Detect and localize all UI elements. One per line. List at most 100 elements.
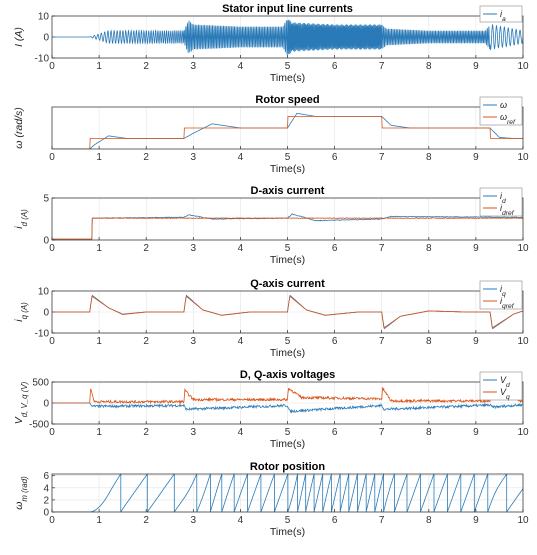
- x-tick-label: 5: [285, 152, 291, 163]
- x-tick-label: 8: [426, 515, 432, 526]
- x-tick-label: 5: [285, 243, 291, 254]
- x-tick-label: 5: [285, 336, 291, 347]
- x-tick-label: 2: [143, 61, 149, 72]
- chart-title: Q-axis current: [250, 278, 325, 290]
- x-tick-label: 0: [49, 243, 55, 254]
- chart-panel-1: Stator input line currents 0 1 2 3 4 5 6 7 8 9 10 10…: [13, 3, 529, 84]
- legend-entry: Vd: [500, 375, 510, 389]
- y-tick-label: 4: [43, 483, 49, 494]
- y-axis-label: ω (rad/s): [13, 107, 25, 148]
- x-tick-label: 0: [49, 61, 55, 72]
- axes-box: [51, 473, 524, 513]
- x-tick-label: 8: [426, 61, 432, 72]
- y-axis-label: ωm (rad): [13, 476, 29, 510]
- x-axis-label: Time(s): [270, 347, 305, 359]
- chart-title: Rotor position: [250, 461, 325, 473]
- chart-panel-3: D-axis current 0 1 2 3 4 5 6 7 8 9 10 5 0 Time(s) id (A…: [13, 185, 529, 266]
- legend-entry: ωref: [500, 112, 516, 126]
- y-tick-label: 0: [43, 308, 49, 319]
- y-axis-label: I (A): [13, 27, 25, 47]
- x-tick-label: 1: [96, 427, 102, 438]
- axes-box: [51, 197, 524, 241]
- x-tick-label: 2: [143, 427, 149, 438]
- y-axis-label: id (A): [13, 209, 29, 229]
- x-tick-label: 9: [473, 427, 479, 438]
- x-tick-label: 6: [332, 336, 338, 347]
- x-tick-label: 10: [517, 152, 529, 163]
- chart-title: Rotor speed: [255, 94, 319, 106]
- x-tick-label: 2: [143, 152, 149, 163]
- x-tick-label: 7: [379, 243, 385, 254]
- x-tick-label: 4: [238, 515, 244, 526]
- x-tick-label: 6: [332, 243, 338, 254]
- legend: ia: [479, 5, 523, 23]
- x-tick-label: 7: [379, 515, 385, 526]
- x-tick-label: 4: [238, 61, 244, 72]
- x-tick-label: 1: [96, 515, 102, 526]
- chart-panel-2: Rotor speed 0 1 2 3 4 5 6 7 8 9 10 Time(s) ω (rad/s) ω…: [13, 94, 529, 175]
- x-tick-label: 4: [238, 243, 244, 254]
- x-tick-label: 0: [49, 336, 55, 347]
- x-tick-label: 3: [191, 515, 197, 526]
- x-tick-label: 8: [426, 243, 432, 254]
- x-tick-label: 10: [517, 61, 529, 72]
- series-line-2: [52, 116, 523, 149]
- y-tick-label: 0: [43, 508, 49, 519]
- x-tick-label: 3: [191, 152, 197, 163]
- y-tick-label: 0: [43, 33, 49, 44]
- legend-entry: idref: [500, 203, 515, 217]
- x-tick-label: 9: [473, 243, 479, 254]
- x-axis-label: Time(s): [270, 254, 305, 266]
- x-tick-label: 7: [379, 336, 385, 347]
- legend-entry: iqref: [500, 296, 515, 310]
- axes-box: [51, 15, 524, 59]
- x-tick-label: 3: [191, 336, 197, 347]
- chart-title: Stator input line currents: [222, 3, 353, 15]
- x-axis-label: Time(s): [270, 438, 305, 450]
- y-tick-label: -10: [35, 329, 50, 340]
- series-line-1: [52, 402, 523, 414]
- x-tick-label: 9: [473, 336, 479, 347]
- x-tick-label: 10: [517, 427, 529, 438]
- x-tick-label: 5: [285, 515, 291, 526]
- x-tick-label: 3: [191, 427, 197, 438]
- x-tick-label: 5: [285, 427, 291, 438]
- chart-title: D, Q-axis voltages: [240, 369, 335, 381]
- x-tick-label: 9: [473, 152, 479, 163]
- legend-entry: ia: [500, 9, 506, 23]
- series-group: [52, 112, 523, 149]
- legend-entry: ω: [500, 100, 507, 110]
- x-tick-label: 7: [379, 152, 385, 163]
- axes-box: [51, 290, 524, 334]
- x-tick-label: 2: [143, 515, 149, 526]
- x-tick-label: 9: [473, 515, 479, 526]
- y-axis-label: iq (A): [13, 302, 29, 322]
- y-tick-label: 6: [43, 471, 49, 482]
- x-tick-label: 9: [473, 61, 479, 72]
- series-group: [52, 19, 523, 56]
- series-line-1: [52, 474, 523, 512]
- y-tick-label: 10: [38, 287, 50, 298]
- x-axis-label: Time(s): [270, 72, 305, 84]
- chart-title: D-axis current: [251, 185, 325, 197]
- x-tick-label: 7: [379, 61, 385, 72]
- x-tick-label: 3: [191, 243, 197, 254]
- x-tick-label: 4: [238, 152, 244, 163]
- legend: ω ωref: [479, 96, 523, 126]
- y-tick-label: 0: [43, 236, 49, 247]
- x-tick-label: 8: [426, 336, 432, 347]
- x-tick-label: 10: [517, 515, 529, 526]
- x-tick-label: 4: [238, 336, 244, 347]
- y-axis-label: Vd, V_q (V): [13, 381, 29, 424]
- x-tick-label: 7: [379, 427, 385, 438]
- x-tick-label: 6: [332, 152, 338, 163]
- x-tick-label: 2: [143, 243, 149, 254]
